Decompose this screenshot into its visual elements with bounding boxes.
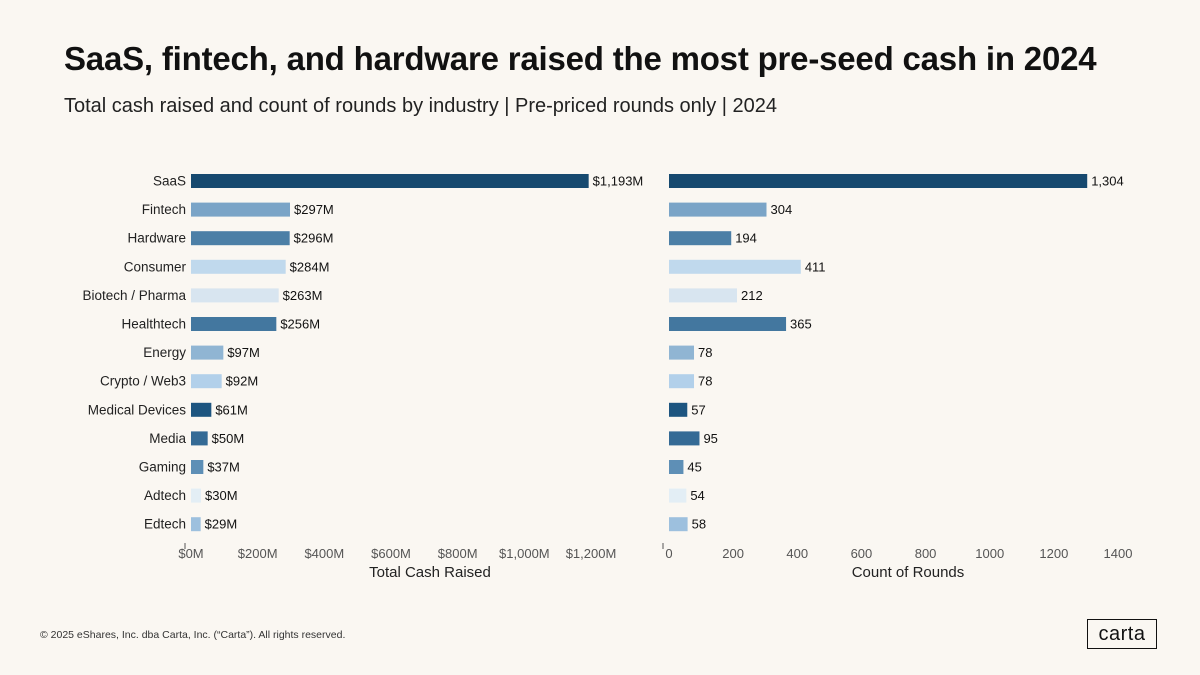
rounds-tick-label: 0 xyxy=(665,546,672,561)
rounds-value-label-medical-devices: 57 xyxy=(691,402,705,417)
rounds-value-label-consumer: 411 xyxy=(805,259,826,274)
rounds-tick-label: 400 xyxy=(786,546,808,561)
cash-bar-adtech xyxy=(191,488,201,503)
cash-value-label-consumer: $284M xyxy=(290,259,330,274)
cash-bar-healthtech xyxy=(191,317,277,331)
cash-tick-label: $800M xyxy=(438,546,478,561)
cash-tick-label: $600M xyxy=(371,546,411,561)
category-label-healthtech: Healthtech xyxy=(121,317,186,332)
cash-bar-hardware xyxy=(191,231,290,246)
cash-value-label-hardware: $296M xyxy=(294,231,334,246)
cash-tick-label: $200M xyxy=(238,546,278,561)
cash-bar-crypto-web3 xyxy=(191,374,222,389)
rounds-bar-gaming xyxy=(669,460,684,474)
category-label-saas: SaaS xyxy=(153,174,186,189)
category-label-fintech: Fintech xyxy=(142,202,186,217)
category-label-hardware: Hardware xyxy=(127,231,186,246)
rounds-bar-crypto-web3 xyxy=(669,374,695,389)
rounds-bar-biotech-pharma xyxy=(669,288,737,303)
rounds-bar-adtech xyxy=(669,488,687,503)
cash-bar-media xyxy=(191,431,208,446)
cash-bar-biotech-pharma xyxy=(191,288,279,303)
rounds-bar-consumer xyxy=(669,259,801,274)
rounds-axis-title: Count of Rounds xyxy=(852,564,965,581)
rounds-value-label-saas: 1,304 xyxy=(1091,174,1124,189)
chart-subtitle: Total cash raised and count of rounds by… xyxy=(64,95,778,117)
cash-bar-saas xyxy=(191,174,589,188)
cash-bar-edtech xyxy=(191,517,201,532)
carta-logo: carta xyxy=(1087,619,1157,649)
rounds-bar-medical-devices xyxy=(669,402,688,417)
chart-title: SaaS, fintech, and hardware raised the m… xyxy=(64,40,1097,77)
rounds-value-label-adtech: 54 xyxy=(690,488,704,503)
category-label-medical-devices: Medical Devices xyxy=(88,402,187,417)
cash-value-label-energy: $97M xyxy=(227,345,260,360)
rounds-tick-label: 600 xyxy=(851,546,873,561)
cash-tick-label: $1,000M xyxy=(499,546,550,561)
rounds-tick-label: 1200 xyxy=(1039,546,1068,561)
rounds-bar-saas xyxy=(669,174,1088,188)
cash-axis-title: Total Cash Raised xyxy=(369,564,491,581)
category-label-edtech: Edtech xyxy=(144,517,186,532)
cash-tick-label: $1,200M xyxy=(566,546,617,561)
rounds-value-label-hardware: 194 xyxy=(735,231,757,246)
rounds-tick-label: 1000 xyxy=(975,546,1004,561)
cash-value-label-saas: $1,193M xyxy=(593,174,644,189)
cash-value-label-healthtech: $256M xyxy=(280,317,320,332)
category-label-media: Media xyxy=(149,431,186,446)
rounds-bar-edtech xyxy=(669,517,688,532)
rounds-bar-media xyxy=(669,431,700,446)
rounds-value-label-gaming: 45 xyxy=(687,460,701,475)
rounds-tick-label: 200 xyxy=(722,546,744,561)
cash-bar-consumer xyxy=(191,259,286,274)
rounds-value-label-healthtech: 365 xyxy=(790,317,812,332)
rounds-value-label-fintech: 304 xyxy=(770,202,792,217)
cash-value-label-crypto-web3: $92M xyxy=(226,374,259,389)
cash-bar-medical-devices xyxy=(191,402,212,417)
category-label-crypto-web3: Crypto / Web3 xyxy=(100,374,186,389)
cash-tick-label: $400M xyxy=(304,546,344,561)
category-label-biotech-pharma: Biotech / Pharma xyxy=(82,288,186,303)
cash-value-label-medical-devices: $61M xyxy=(215,402,248,417)
rounds-value-label-edtech: 58 xyxy=(692,517,706,532)
rounds-value-label-biotech-pharma: 212 xyxy=(741,288,763,303)
cash-bar-energy xyxy=(191,345,224,360)
cash-value-label-adtech: $30M xyxy=(205,488,238,503)
cash-bar-fintech xyxy=(191,202,290,217)
cash-value-label-edtech: $29M xyxy=(205,517,238,532)
rounds-tick-label: 800 xyxy=(915,546,937,561)
rounds-value-label-energy: 78 xyxy=(698,345,712,360)
rounds-bar-energy xyxy=(669,345,695,360)
category-label-gaming: Gaming xyxy=(139,460,186,475)
cash-tick-label: $0M xyxy=(178,546,203,561)
cash-value-label-fintech: $297M xyxy=(294,202,334,217)
rounds-value-label-media: 95 xyxy=(703,431,717,446)
rounds-bar-healthtech xyxy=(669,317,787,331)
rounds-bar-fintech xyxy=(669,202,767,217)
category-label-adtech: Adtech xyxy=(144,488,186,503)
cash-bar-gaming xyxy=(191,460,204,474)
cash-value-label-biotech-pharma: $263M xyxy=(283,288,323,303)
rounds-value-label-crypto-web3: 78 xyxy=(698,374,712,389)
cash-value-label-gaming: $37M xyxy=(207,460,240,475)
copyright-footer: © 2025 eShares, Inc. dba Carta, Inc. (“C… xyxy=(40,629,346,641)
category-label-energy: Energy xyxy=(143,345,186,360)
category-label-consumer: Consumer xyxy=(124,259,187,274)
rounds-tick-label: 1400 xyxy=(1104,546,1133,561)
rounds-bar-hardware xyxy=(669,231,732,246)
cash-value-label-media: $50M xyxy=(212,431,245,446)
